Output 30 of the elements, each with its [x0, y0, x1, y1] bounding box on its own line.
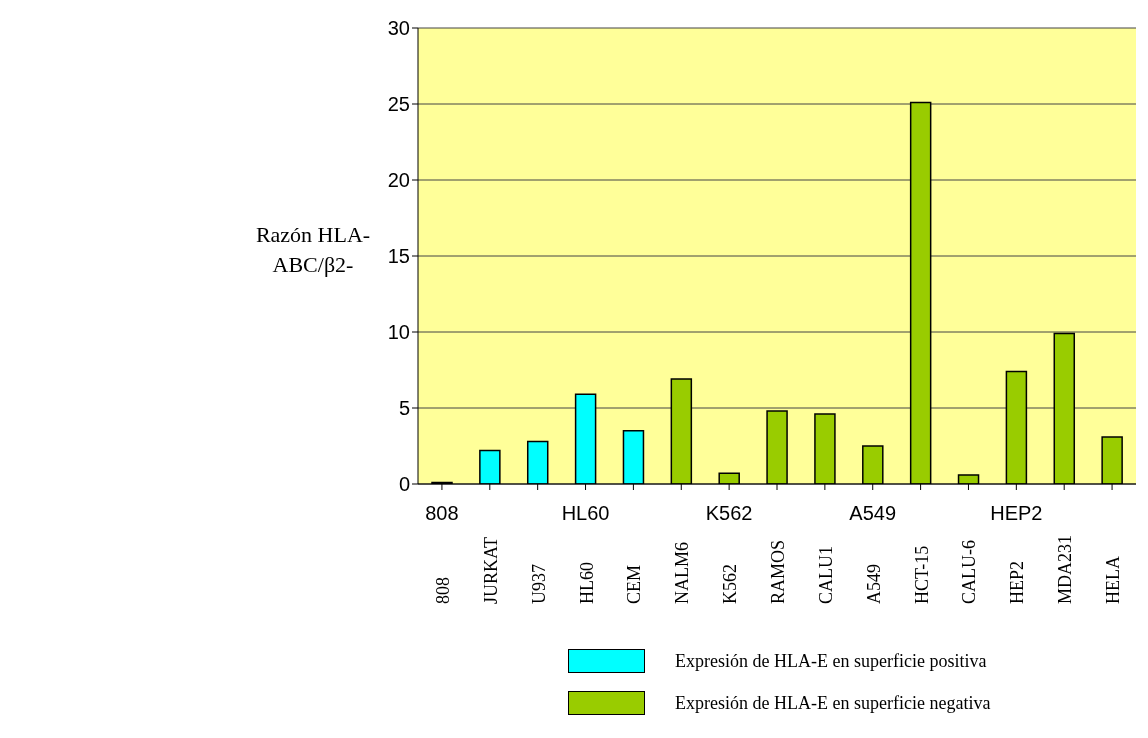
x-tick-label: U937: [528, 564, 549, 604]
x-tick-label: HELA: [1103, 556, 1124, 604]
x-tick-label: CEM: [624, 564, 645, 604]
x-tick-label: NALM6: [672, 542, 693, 604]
legend-label: Expresión de HLA-E en superficie negativa: [675, 692, 991, 714]
y-tick-label: 5: [398, 397, 410, 420]
category-label: HL60: [561, 502, 610, 524]
x-tick-label: HEP2: [1007, 560, 1028, 604]
y-tick-label: 30: [387, 17, 410, 40]
x-tick-label: A549: [863, 564, 884, 604]
x-tick-label: MDA231: [1055, 534, 1076, 604]
category-label: 808: [425, 502, 459, 524]
x-tick-label: JURKAT: [480, 536, 501, 604]
category-label: HEP2: [990, 502, 1043, 524]
y-tick-label: 25: [387, 93, 410, 116]
y-tick-label: 20: [387, 169, 410, 192]
x-tick-label: CALU-6: [959, 540, 980, 604]
y-tick-label: 10: [387, 321, 410, 344]
x-tick-label: 808: [432, 577, 453, 604]
y-tick-label: 0: [398, 473, 410, 496]
y-axis-title: Razón HLA-ABC/β2-: [254, 221, 372, 279]
category-label: K562: [705, 502, 753, 524]
y-tick-label: 15: [387, 245, 410, 268]
x-tick-label: K562: [720, 564, 741, 604]
x-tick-label: RAMOS: [768, 539, 788, 604]
x-tick-label: CALU1: [815, 546, 836, 604]
category-label: A549: [849, 502, 897, 524]
x-tick-label: HL60: [576, 562, 597, 604]
x-tick-label: HCT-15: [911, 545, 932, 604]
legend-label: Expresión de HLA-E en superficie positiva: [675, 650, 987, 672]
